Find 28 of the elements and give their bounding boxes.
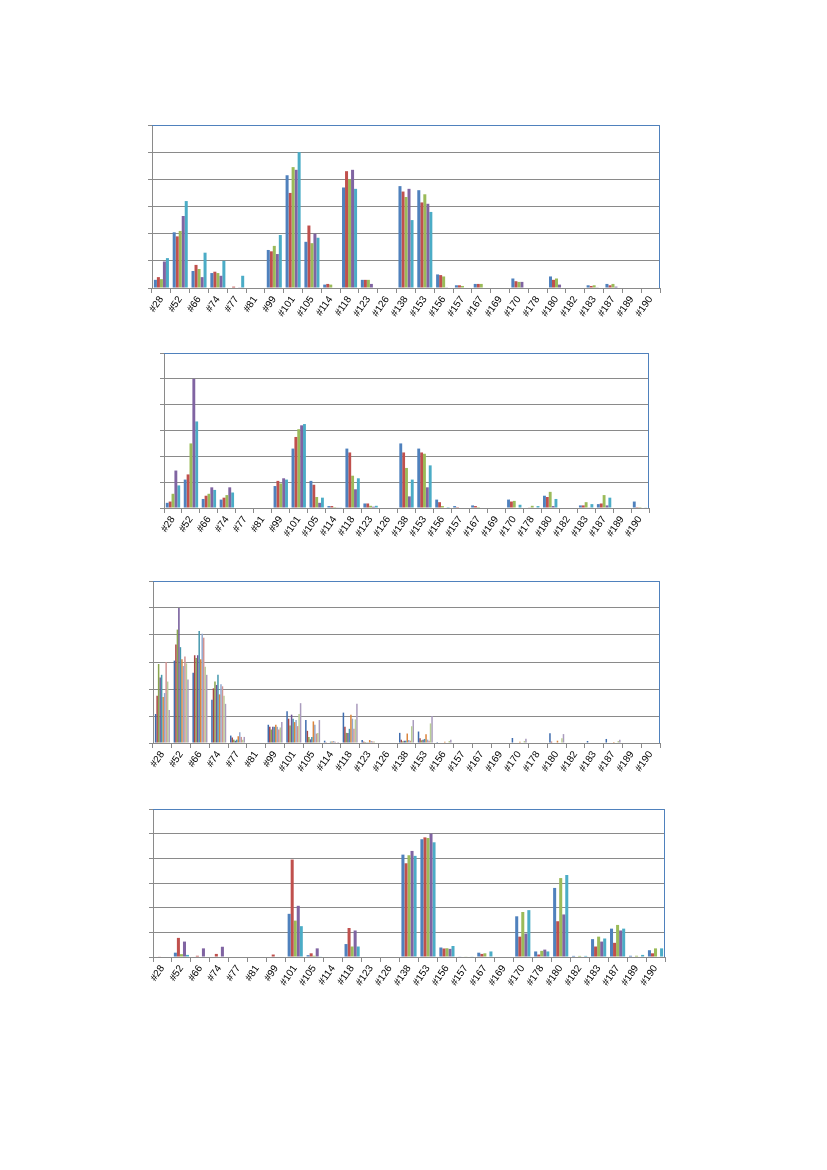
x-tick-label: #81 xyxy=(248,513,267,534)
x-tick-label: #74 xyxy=(212,513,232,534)
x-tick-label: #28 xyxy=(147,748,167,769)
x-tick-label: #74 xyxy=(204,962,224,983)
x-tick-label: #99 xyxy=(266,513,285,534)
x-tick-label: #81 xyxy=(242,962,262,983)
x-tick-label: #74 xyxy=(203,293,222,314)
x-tick-label: #81 xyxy=(241,748,261,769)
x-tick-label: #77 xyxy=(221,293,241,314)
x-tick-label: #66 xyxy=(185,748,205,769)
x-tick-label: #52 xyxy=(166,748,186,769)
x-tick-label: #66 xyxy=(194,513,214,534)
x-tick-label: #74 xyxy=(204,748,223,769)
x-tick-label: #28 xyxy=(146,293,166,314)
x-tick-label: #99 xyxy=(259,293,279,314)
x-tick-label: #77 xyxy=(222,748,242,769)
x-tick-label: #77 xyxy=(230,513,249,534)
x-tick-label: #77 xyxy=(223,962,243,983)
x-tick-label: #52 xyxy=(166,962,186,983)
x-tick-label: #66 xyxy=(184,293,204,314)
x-tick-label: #99 xyxy=(261,962,281,983)
x-tick-label: #66 xyxy=(185,962,205,983)
x-tick-label: #28 xyxy=(147,962,167,983)
x-tick-label: #28 xyxy=(158,513,178,534)
x-tick-label: #52 xyxy=(165,293,185,314)
x-tick-label: #99 xyxy=(260,748,280,769)
x-tick-label: #81 xyxy=(240,293,260,314)
x-tick-label: #52 xyxy=(176,513,196,534)
